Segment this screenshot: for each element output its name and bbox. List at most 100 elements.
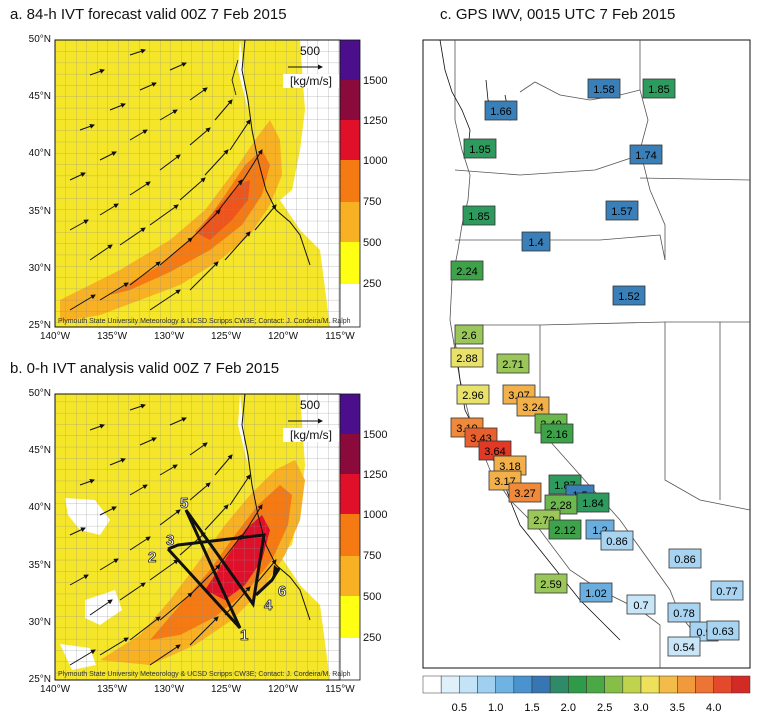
- lat-label: 35°N: [28, 206, 51, 217]
- colorbar-b-label: 750: [363, 550, 382, 562]
- gps-station-value: 3.64: [484, 446, 505, 458]
- gps-station-value: 2.6: [461, 330, 476, 342]
- gps-colorbar-swatch: [586, 675, 605, 694]
- gps-colorbar-swatch: [513, 675, 533, 694]
- gps-station-value: 1.57: [611, 206, 632, 218]
- gps-station: 0.7: [626, 594, 656, 615]
- gps-station: 3.27: [508, 482, 542, 503]
- gps-station: 1.74: [629, 144, 663, 165]
- gps-station-value: 2.96: [462, 390, 483, 402]
- gps-colorbar-label: 3.0: [633, 702, 648, 714]
- flight-label-3: 3: [166, 532, 174, 549]
- lat-label: 30°N: [28, 263, 51, 274]
- gps-colorbar-label: 3.5: [670, 702, 685, 714]
- gps-colorbar-label: 4.0: [706, 702, 721, 714]
- lat-label: 30°N: [28, 617, 51, 628]
- gps-station-value: 1.95: [469, 144, 490, 156]
- gps-station-box: [576, 492, 610, 513]
- panel-b-ref-value: 500: [299, 398, 321, 412]
- gps-colorbar-swatch: [731, 675, 751, 694]
- panel-a-credit: Plymouth State University Meteorology & …: [58, 318, 351, 325]
- panel-c-title: c. GPS IWV, 0015 UTC 7 Feb 2015: [440, 6, 676, 23]
- colorbar-a-label: 1500: [363, 75, 388, 87]
- gps-station-box: [516, 396, 550, 417]
- colorbar-a-label: 1250: [363, 115, 388, 127]
- gps-station-value: 0.63: [712, 626, 733, 638]
- gps-station-value: 0.78: [673, 608, 694, 620]
- gps-station-box: [579, 582, 613, 603]
- colorbar-b-label: 1500: [363, 429, 388, 441]
- gps-station: 1.95: [463, 138, 497, 159]
- gps-colorbar-swatch: [477, 675, 496, 694]
- lat-label: 40°N: [28, 502, 51, 513]
- gps-station-value: 1.66: [490, 106, 511, 118]
- gps-station-value: 0.54: [673, 642, 694, 654]
- gps-station-value: 3.18: [499, 461, 520, 473]
- gps-station-value: 2.71: [502, 359, 523, 371]
- panel-a-colorbar: [339, 39, 361, 328]
- gps-station-box: [496, 353, 530, 374]
- gps-station-value: 2.59: [540, 579, 561, 591]
- gps-station: 2.16: [540, 423, 574, 444]
- gps-station-value: 1.58: [593, 84, 614, 96]
- gps-station-box: [540, 423, 574, 444]
- lon-label: 120°W: [267, 331, 299, 342]
- gps-station-value: 2.16: [546, 429, 567, 441]
- gps-station-value: 0.7: [633, 600, 648, 612]
- gps-colorbar-swatch: [422, 675, 442, 694]
- colorbar-b-label: 500: [363, 591, 382, 603]
- flight-label-1: 1: [240, 627, 248, 644]
- gps-colorbar-swatch: [695, 675, 714, 694]
- panel-a-title: a. 84-h IVT forecast valid 00Z 7 Feb 201…: [10, 6, 287, 23]
- gps-station: 1.66: [484, 100, 518, 121]
- lat-label: 40°N: [28, 148, 51, 159]
- gps-station-value: 0.86: [674, 554, 695, 566]
- flight-label-6: 6: [278, 583, 286, 600]
- gps-station-value: 2.88: [456, 353, 477, 365]
- gps-station-value: 1.84: [582, 498, 603, 510]
- gps-station: 2.24: [450, 260, 484, 281]
- gps-station: 2.12: [548, 519, 582, 540]
- gps-station: 1.57: [605, 200, 639, 221]
- gps-station-value: 1.4: [528, 237, 543, 249]
- panel-a-ref-value: 500: [299, 44, 321, 58]
- panel-a-ref-unit: [kg/m/s]: [283, 74, 339, 88]
- gps-colorbar: 0.5 1.0 1.5 2.0 2.5 3.0 3.5 4.0: [422, 675, 751, 714]
- gps-station: 0.86: [668, 548, 702, 569]
- lon-label: 130°W: [153, 331, 185, 342]
- gps-station-value: 1.52: [618, 291, 639, 303]
- gps-station-box: [462, 205, 496, 226]
- gps-station-box: [456, 384, 490, 405]
- colorbar-a-label: 250: [363, 278, 382, 290]
- gps-station-box: [668, 548, 702, 569]
- gps-station-box: [587, 78, 621, 99]
- gps-colorbar-swatch: [531, 675, 551, 694]
- gps-station-value: 0.77: [716, 586, 737, 598]
- gps-colorbar-swatch: [440, 675, 460, 694]
- lon-label: 125°W: [210, 331, 242, 342]
- lon-label: 130°W: [153, 684, 185, 695]
- lat-label: 35°N: [28, 560, 51, 571]
- colorbar-a-label: 1000: [363, 155, 388, 167]
- gps-colorbar-label: 2.5: [597, 702, 612, 714]
- gps-station-value: 1.74: [635, 150, 656, 162]
- gps-station-box: [454, 324, 484, 345]
- gps-station: 1.85: [642, 78, 676, 99]
- gps-station: 1.85: [462, 205, 496, 226]
- gps-colorbar-swatch: [640, 675, 660, 694]
- gps-station-value: 3.27: [514, 488, 535, 500]
- lon-label: 120°W: [267, 684, 299, 695]
- flight-label-4: 4: [264, 597, 273, 614]
- lon-label: 140°W: [39, 684, 71, 695]
- gps-station-box: [548, 519, 582, 540]
- panel-b-ref-unit: [kg/m/s]: [283, 428, 339, 442]
- gps-station: 0.63: [706, 620, 740, 641]
- gps-station-box: [605, 200, 639, 221]
- panel-a-map: [54, 39, 341, 328]
- gps-station-box: [626, 594, 656, 615]
- ivt-vectors-a: [69, 48, 277, 311]
- colorbar-b-label: 1000: [363, 509, 388, 521]
- gps-colorbar-label: 2.0: [561, 702, 576, 714]
- gps-station-box: [667, 636, 701, 657]
